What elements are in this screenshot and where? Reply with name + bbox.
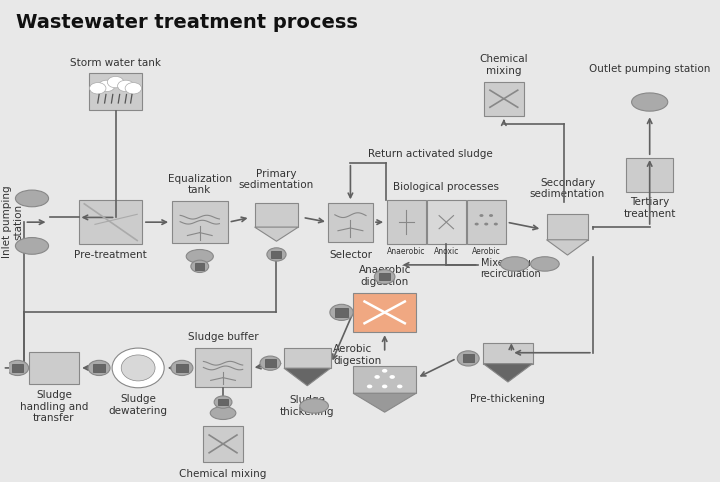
Bar — [195, 263, 204, 269]
FancyBboxPatch shape — [427, 201, 466, 244]
FancyBboxPatch shape — [354, 293, 416, 332]
Bar — [379, 273, 390, 281]
Text: Wastewater treatment process: Wastewater treatment process — [17, 13, 358, 32]
Text: Anoxic: Anoxic — [433, 247, 459, 255]
Bar — [354, 366, 416, 393]
Ellipse shape — [186, 250, 213, 263]
Text: Chemical
mixing: Chemical mixing — [480, 54, 528, 76]
Ellipse shape — [300, 399, 328, 413]
Text: Primary
sedimentation: Primary sedimentation — [239, 169, 314, 190]
Circle shape — [374, 269, 395, 284]
Text: Equalization
tank: Equalization tank — [168, 174, 232, 195]
Text: Sludge buffer: Sludge buffer — [188, 332, 258, 342]
Text: Biological processes: Biological processes — [393, 182, 499, 192]
Circle shape — [117, 80, 134, 92]
Polygon shape — [483, 364, 533, 382]
Circle shape — [6, 361, 29, 375]
Text: Selector: Selector — [329, 250, 372, 260]
Text: Aerobic
digestion: Aerobic digestion — [333, 345, 382, 366]
Bar — [12, 364, 23, 372]
Polygon shape — [284, 368, 330, 386]
Text: Inlet pumping
station: Inlet pumping station — [2, 186, 24, 258]
Bar — [265, 360, 276, 367]
Circle shape — [330, 304, 354, 321]
Circle shape — [89, 82, 106, 94]
Polygon shape — [354, 393, 416, 412]
Bar — [336, 308, 348, 317]
FancyBboxPatch shape — [467, 201, 505, 244]
FancyBboxPatch shape — [626, 158, 673, 192]
Circle shape — [171, 361, 193, 375]
Circle shape — [367, 385, 372, 388]
Ellipse shape — [631, 93, 667, 111]
Bar — [483, 343, 533, 364]
Text: Sludge
dewatering: Sludge dewatering — [109, 394, 168, 415]
Text: Anaerobic: Anaerobic — [387, 247, 426, 255]
FancyBboxPatch shape — [387, 201, 426, 244]
Bar — [546, 214, 588, 240]
Circle shape — [494, 223, 498, 226]
Text: Storm water tank: Storm water tank — [70, 58, 161, 68]
Circle shape — [397, 385, 402, 388]
Circle shape — [191, 260, 209, 272]
FancyBboxPatch shape — [171, 201, 228, 243]
Text: Outlet pumping station: Outlet pumping station — [589, 64, 711, 74]
Ellipse shape — [531, 257, 559, 271]
Text: Mixed liquor
recirculation: Mixed liquor recirculation — [480, 258, 541, 280]
FancyBboxPatch shape — [484, 81, 523, 116]
Circle shape — [382, 385, 387, 388]
Text: Tertiary
treatment: Tertiary treatment — [624, 198, 676, 219]
Circle shape — [260, 356, 281, 370]
Circle shape — [382, 369, 387, 373]
Circle shape — [107, 77, 124, 88]
Bar — [462, 354, 474, 362]
FancyBboxPatch shape — [328, 203, 373, 241]
Circle shape — [474, 223, 479, 226]
Ellipse shape — [500, 257, 529, 271]
Ellipse shape — [15, 238, 48, 254]
Circle shape — [214, 396, 232, 408]
FancyBboxPatch shape — [203, 426, 243, 462]
Text: Pre-treatment: Pre-treatment — [74, 250, 147, 260]
FancyBboxPatch shape — [79, 201, 143, 244]
Text: Aerobic: Aerobic — [472, 247, 500, 255]
Circle shape — [484, 223, 488, 226]
Circle shape — [390, 375, 395, 379]
Text: Chemical mixing: Chemical mixing — [179, 469, 266, 479]
Text: Secondary
sedimentation: Secondary sedimentation — [530, 178, 605, 200]
FancyBboxPatch shape — [30, 352, 78, 384]
Circle shape — [457, 351, 480, 366]
Text: Anaerobic
digestion: Anaerobic digestion — [359, 265, 411, 287]
FancyBboxPatch shape — [89, 73, 143, 110]
Polygon shape — [546, 240, 588, 255]
Circle shape — [480, 214, 484, 217]
Ellipse shape — [15, 190, 48, 207]
Ellipse shape — [210, 407, 236, 419]
Ellipse shape — [112, 348, 164, 388]
Circle shape — [489, 214, 493, 217]
FancyBboxPatch shape — [195, 348, 251, 388]
Bar — [271, 251, 282, 258]
Circle shape — [267, 248, 286, 261]
Circle shape — [88, 361, 110, 375]
Bar — [218, 399, 228, 405]
Text: Pre-thickening: Pre-thickening — [470, 394, 545, 404]
Ellipse shape — [121, 355, 155, 381]
Text: Return activated sludge: Return activated sludge — [368, 149, 493, 159]
Bar — [176, 364, 188, 372]
Bar — [284, 348, 330, 368]
Text: Sludge
handling and
transfer: Sludge handling and transfer — [19, 390, 88, 424]
Bar — [94, 364, 105, 372]
Polygon shape — [255, 227, 298, 241]
Circle shape — [125, 82, 142, 94]
Bar — [255, 203, 298, 227]
Text: Sludge
thickening: Sludge thickening — [280, 395, 335, 417]
Circle shape — [99, 80, 115, 92]
Circle shape — [374, 375, 380, 379]
